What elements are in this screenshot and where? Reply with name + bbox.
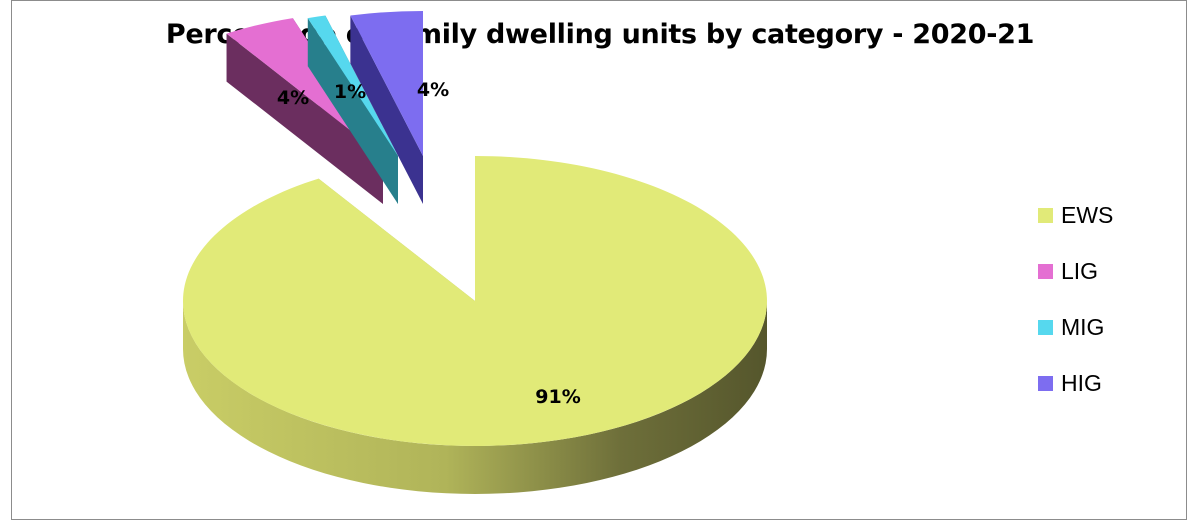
legend-item-hig: HIG xyxy=(1038,355,1113,411)
pie-slice-mig xyxy=(307,15,398,205)
legend-item-ews: EWS xyxy=(1038,187,1113,243)
legend: EWS LIG MIG HIG xyxy=(1038,187,1113,411)
legend-label-mig: MIG xyxy=(1061,313,1105,340)
legend-item-lig: LIG xyxy=(1038,243,1113,299)
legend-label-hig: HIG xyxy=(1061,369,1102,396)
data-label-hig: 4% xyxy=(417,79,449,101)
chart-frame: Percentage of family dwelling units by c… xyxy=(11,0,1187,520)
data-label-mig: 1% xyxy=(334,81,366,103)
legend-swatch-hig xyxy=(1038,375,1053,391)
legend-item-mig: MIG xyxy=(1038,299,1113,355)
pie-slice-hig xyxy=(350,11,423,205)
data-label-lig: 4% xyxy=(277,87,309,109)
legend-swatch-mig xyxy=(1038,319,1053,335)
legend-label-lig: LIG xyxy=(1061,257,1099,284)
legend-swatch-lig xyxy=(1038,263,1053,279)
pie-slice-ews xyxy=(182,156,767,494)
data-label-ews: 91% xyxy=(535,386,580,408)
legend-label-ews: EWS xyxy=(1061,201,1114,228)
pie-chart: 91% 4% 1% 4% xyxy=(182,11,767,494)
legend-swatch-ews xyxy=(1038,207,1053,223)
